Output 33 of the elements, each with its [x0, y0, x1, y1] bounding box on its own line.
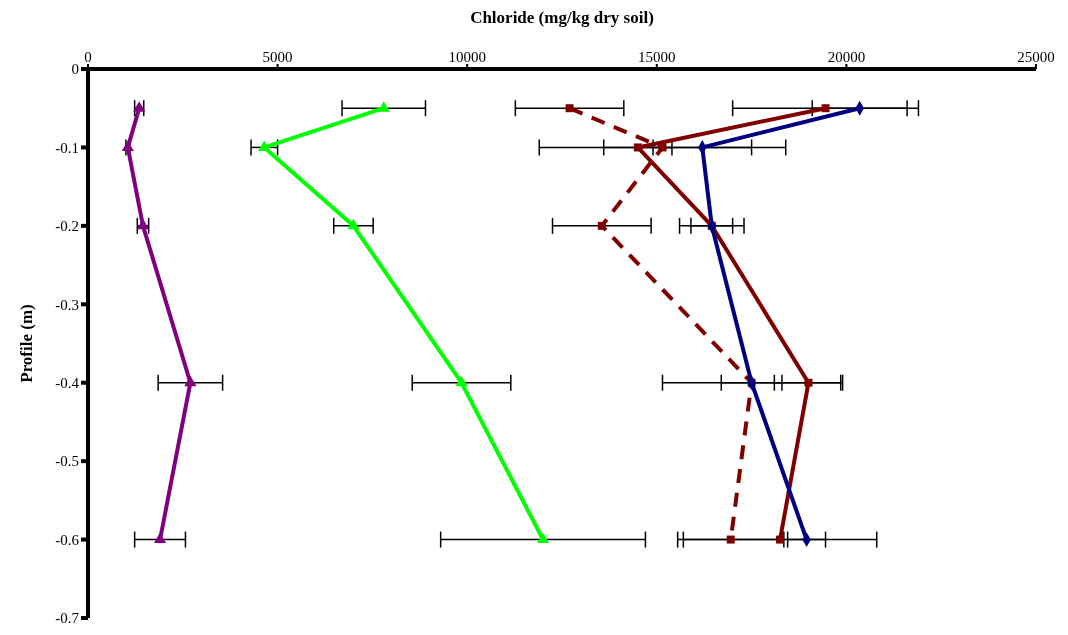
point: [347, 218, 360, 230]
point: [377, 101, 390, 112]
point: [726, 535, 735, 544]
point: [455, 375, 468, 387]
x-tick-label: 15000: [638, 49, 676, 65]
point: [184, 375, 197, 387]
point: [804, 378, 813, 387]
x-tick-label: 0: [84, 49, 92, 65]
x-tick-label: 20000: [827, 49, 866, 65]
x-axis-title: Chloride (mg/kg dry soil): [469, 8, 655, 29]
point: [133, 101, 146, 112]
y-tick-label: -0.2: [55, 218, 79, 235]
y-axis-title: Profile (m): [17, 304, 37, 383]
y-tick-label: -0.4: [55, 375, 80, 392]
y-tick-label: -0.7: [55, 610, 80, 627]
point: [633, 143, 642, 152]
x-tick-label: 10000: [448, 49, 486, 65]
point: [565, 104, 574, 113]
point: [536, 532, 550, 544]
point: [121, 140, 134, 151]
point: [776, 535, 785, 544]
y-tick-label: -0.5: [55, 453, 79, 470]
y-tick-label: -0.3: [55, 296, 79, 313]
point: [136, 218, 150, 230]
y-tick-label: -0.6: [55, 531, 80, 548]
x-tick-label: 5000: [262, 49, 293, 65]
point: [597, 221, 606, 230]
x-tick-label: 25000: [1017, 49, 1055, 65]
point: [258, 140, 271, 151]
y-tick-label: 0: [71, 61, 79, 78]
y-tick-label: -0.1: [55, 139, 79, 156]
point: [153, 532, 167, 544]
point: [821, 104, 830, 113]
